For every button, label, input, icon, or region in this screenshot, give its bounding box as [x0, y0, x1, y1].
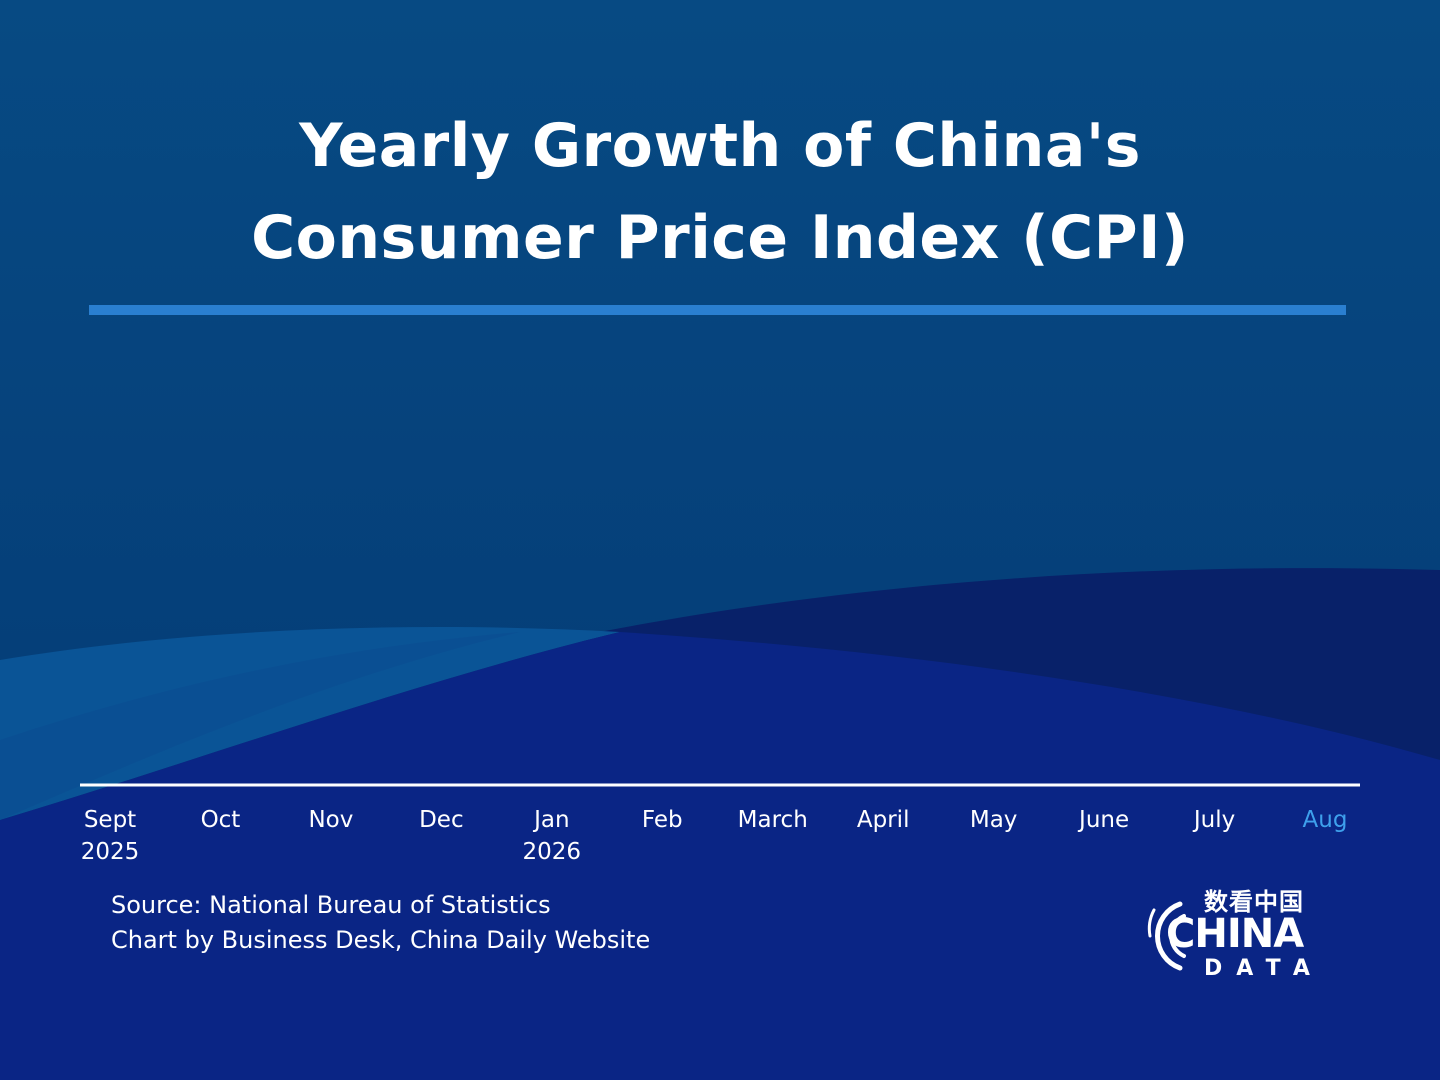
logo-word: CHINA [1166, 911, 1304, 957]
source-line: Source: National Bureau of Statistics [111, 891, 551, 919]
credit-line: Chart by Business Desk, China Daily Webs… [111, 926, 651, 954]
x-tick-label-nov: Nov [308, 807, 353, 833]
title-underline [89, 305, 1346, 315]
logo-chinese-text: 数看中国 [1204, 888, 1304, 916]
x-tick-label-jan: Jan [532, 807, 569, 833]
china-data-logo: 数看中国 CHINA DATA [1140, 882, 1330, 982]
chart-title-line-1: Yearly Growth of China's [299, 111, 1141, 181]
x-tick-label-aug: Aug [1303, 807, 1348, 833]
chart-title-line-2: Consumer Price Index (CPI) [251, 203, 1189, 273]
x-tick-label-sept-year: 2025 [81, 839, 140, 865]
x-tick-label-march: March [738, 807, 808, 833]
x-tick-label-june: June [1077, 807, 1129, 833]
source-note: Source: National Bureau of Statistics Ch… [111, 888, 650, 958]
logo-arcs-icon [1147, 901, 1186, 971]
x-tick-label-dec: Dec [419, 807, 464, 833]
x-tick-label-feb: Feb [642, 807, 683, 833]
logo-subtext: DATA [1204, 956, 1324, 981]
x-tick-label-sept: Sept [84, 807, 136, 833]
x-tick-label-oct: Oct [201, 807, 241, 833]
x-tick-label-april: April [857, 807, 910, 833]
chart-title: Yearly Growth of China's Consumer Price … [120, 100, 1320, 284]
x-tick-label-may: May [970, 807, 1018, 833]
x-tick-label-july: July [1192, 807, 1235, 833]
x-tick-label-jan-year: 2026 [523, 839, 582, 865]
